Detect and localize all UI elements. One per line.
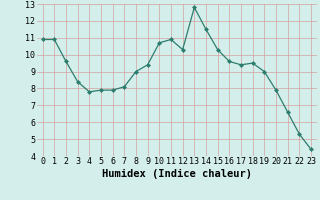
- X-axis label: Humidex (Indice chaleur): Humidex (Indice chaleur): [102, 169, 252, 179]
